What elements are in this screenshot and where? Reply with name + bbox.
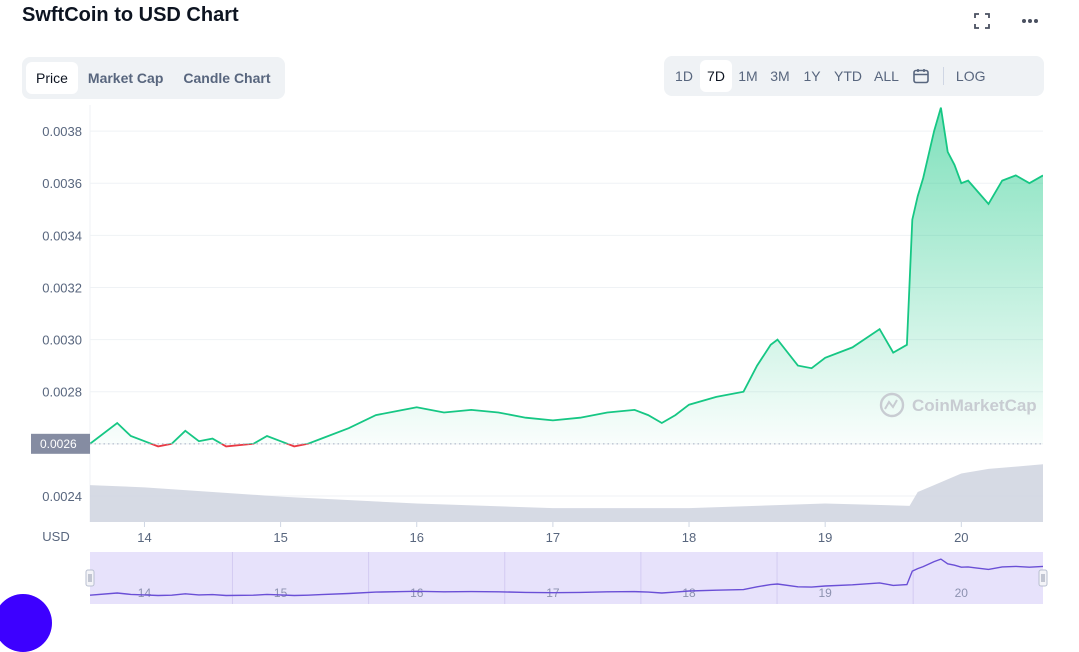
price-line-down: [90, 443, 311, 448]
navigator-tick-label: 15: [274, 586, 288, 600]
volume-shape: [90, 464, 1043, 522]
range-1m[interactable]: 1M: [738, 68, 758, 84]
x-tick-label: 20: [954, 530, 968, 545]
navigator[interactable]: 14 15 16 17 18 19 20: [85, 552, 1048, 604]
range-all[interactable]: ALL: [874, 68, 899, 84]
range-3m[interactable]: 3M: [770, 68, 790, 84]
range-7d[interactable]: 7D: [700, 60, 732, 92]
price-chart[interactable]: 0.0024 0.0026 0.0028 0.0030 0.0032 0.0034 0.00…: [0, 0, 1079, 615]
tab-price[interactable]: Price: [26, 62, 78, 94]
tab-market-cap[interactable]: Market Cap: [87, 70, 164, 86]
x-tick-label: 17: [546, 530, 560, 545]
tab-candle-chart[interactable]: Candle Chart: [183, 70, 271, 86]
expand-icon[interactable]: [971, 10, 993, 32]
y-tick-label: 0.0032: [42, 280, 82, 295]
chart-type-tabs: Price Market Cap Candle Chart: [22, 57, 285, 99]
range-1y[interactable]: 1Y: [803, 68, 821, 84]
time-range-selector: 1D 7D 1M 3M 1Y YTD ALL LOG: [664, 56, 1044, 96]
current-price-label: 0.0026: [40, 437, 77, 451]
navigator-tick-label: 20: [955, 586, 969, 600]
y-tick-label: 0.0030: [42, 333, 82, 348]
price-area-fill: [90, 107, 1043, 444]
y-axis-unit: USD: [42, 529, 69, 544]
baseline: 0.0026: [31, 433, 1043, 454]
x-tick-label: 18: [682, 530, 696, 545]
navigator-handle-right[interactable]: [1038, 569, 1048, 587]
y-tick-label: 0.0036: [42, 176, 82, 191]
y-axis: 0.0024 0.0026 0.0028 0.0030 0.0032 0.0034 0.00…: [42, 124, 82, 504]
price-line-up: [90, 107, 1043, 444]
watermark-logo-icon: [879, 392, 905, 418]
navigator-tick-label: 14: [138, 586, 152, 600]
calendar-icon[interactable]: [905, 60, 937, 92]
navigator-handle-left[interactable]: [85, 569, 95, 587]
y-tick-label: 0.0024: [42, 489, 82, 504]
range-1d[interactable]: 1D: [675, 68, 693, 84]
y-tick-label: 0.0034: [42, 228, 82, 243]
y-tick-label: 0.0038: [42, 124, 82, 139]
navigator-line: [89, 558, 1044, 597]
y-tick-label: 0.0028: [42, 385, 82, 400]
watermark-text: CoinMarketCap: [912, 396, 1037, 415]
x-tick-label: 14: [137, 530, 151, 545]
x-tick-label: 19: [818, 530, 832, 545]
navigator-tick-label: 18: [682, 586, 696, 600]
watermark: CoinMarketCap: [879, 392, 1037, 418]
watermark-logo-mark: [884, 399, 898, 410]
navigator-tick-label: 19: [818, 586, 832, 600]
price-area: [90, 107, 1043, 444]
header-icons: [971, 10, 1041, 32]
avatar[interactable]: [0, 594, 52, 652]
range-divider: [942, 67, 944, 85]
page-title: SwftCoin to USD Chart: [22, 4, 239, 26]
x-tick-label: 15: [273, 530, 287, 545]
grid-lines: [89, 105, 1043, 522]
navigator-tick-label: 16: [410, 586, 424, 600]
volume-area: [90, 464, 1043, 522]
x-axis: USD 14 15 16 17 18 19 20: [42, 522, 969, 545]
range-ytd[interactable]: YTD: [834, 68, 862, 84]
more-icon[interactable]: [1019, 10, 1041, 32]
range-log[interactable]: LOG: [955, 68, 986, 84]
price-line: [90, 107, 1043, 448]
current-price-tag: [31, 433, 90, 454]
x-tick-label: 16: [410, 530, 424, 545]
